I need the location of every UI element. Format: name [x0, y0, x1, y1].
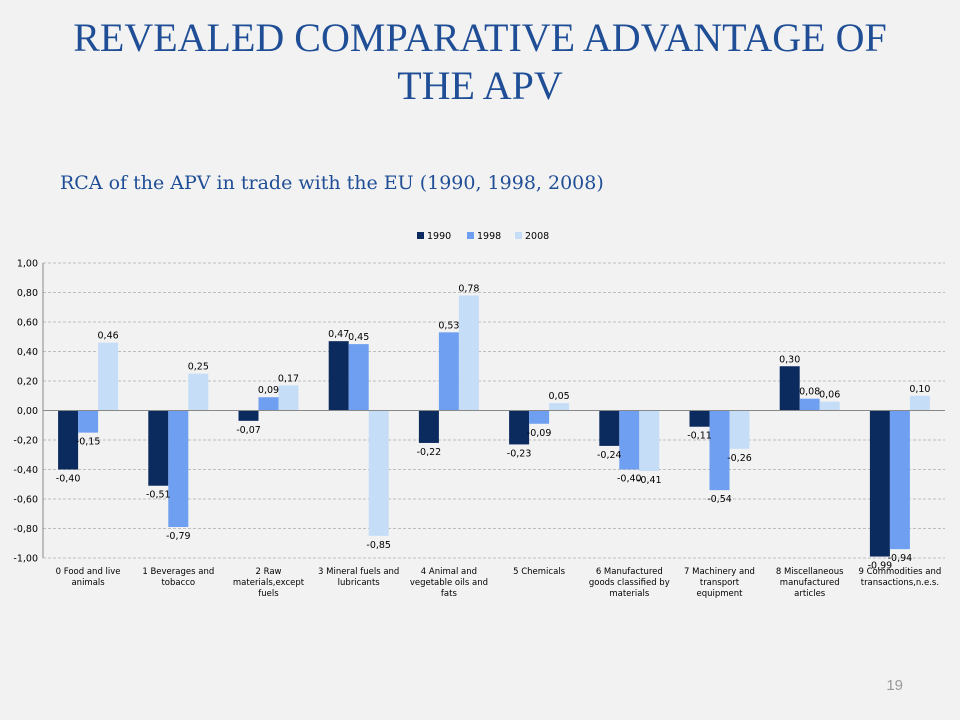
bar-1998: [168, 410, 189, 528]
data-label: -0,22: [417, 447, 442, 458]
data-label: -0,11: [687, 431, 712, 442]
bar-1998: [348, 344, 369, 411]
bar-2008: [458, 295, 479, 411]
data-label: 0,46: [98, 331, 119, 342]
y-tick-label: -0,80: [13, 524, 38, 535]
x-axis: 0 Food and live animals 1 Beverages and tob…: [43, 410, 945, 599]
y-tick-label: 0,20: [17, 377, 38, 388]
y-tick-label: 0,40: [17, 347, 38, 358]
x-tick-label: 1 Beverages and tobacco: [142, 567, 214, 588]
data-label: 0,47: [328, 329, 349, 340]
bar-2008: [98, 342, 119, 411]
chart-legend: 1990 1998 2008: [417, 231, 549, 242]
chart-subtitle: RCA of the APV in trade with the EU (199…: [60, 172, 604, 194]
y-axis: 1,00 0,80 0,60 0,40 0,20 0,00 -0,20 -0,40 -0,60 -…: [13, 259, 44, 565]
bar-2008: [368, 410, 389, 536]
chart-bars: [58, 295, 930, 557]
bar-1990: [599, 410, 620, 446]
bar-1990: [689, 410, 710, 427]
data-label: 0,06: [819, 390, 840, 401]
bar-1998: [529, 410, 550, 424]
legend-swatch-1990: [417, 232, 424, 239]
data-label: 0,53: [438, 320, 459, 331]
data-label: -0,99: [868, 561, 893, 572]
bar-2008: [819, 401, 840, 411]
page-number: 19: [886, 677, 903, 694]
y-tick-label: 0,60: [17, 318, 38, 329]
data-label: 0,05: [549, 391, 570, 402]
bar-1990: [869, 410, 890, 557]
bar-1990: [328, 341, 349, 411]
bar-1998: [709, 410, 730, 491]
bar-1998: [889, 410, 910, 550]
x-tick-label: 5 Chemicals: [513, 567, 566, 577]
y-tick-label: -0,20: [13, 436, 38, 447]
legend-label-1998: 1998: [477, 231, 501, 242]
data-label: -0,15: [76, 437, 101, 448]
x-tick-label: 8 Miscellaneous manufactured articles: [776, 567, 844, 599]
bar-1998: [78, 410, 99, 433]
data-label: -0,40: [617, 474, 642, 485]
y-tick-label: -0,60: [13, 495, 38, 506]
data-label: 0,10: [909, 384, 930, 395]
x-tick-label: 3 Mineral fuels and lubricants: [318, 567, 399, 588]
data-label: -0,23: [507, 448, 532, 459]
data-label: -0,41: [637, 475, 662, 486]
legend-label-2008: 2008: [525, 231, 549, 242]
slide-title-line-2: THE APV: [397, 63, 563, 108]
data-label: 0,25: [188, 362, 209, 373]
data-label: 0,09: [258, 385, 279, 396]
bar-2008: [729, 410, 750, 449]
bar-2008: [278, 385, 299, 411]
bar-2008: [639, 410, 660, 471]
slide-title-line-1: REVEALED COMPARATIVE ADVANTAGE OF: [73, 15, 887, 60]
data-label: -0,24: [597, 450, 622, 461]
bar-1990: [58, 410, 79, 470]
x-tick-label: 6 Manufactured goods classified by materia…: [589, 567, 670, 599]
data-label: -0,54: [707, 494, 732, 505]
x-tick-label: 2 Raw materials,except fuels: [233, 567, 305, 599]
y-tick-label: -1,00: [13, 554, 38, 565]
bar-2008: [909, 395, 930, 411]
data-label: -0,85: [366, 540, 391, 551]
x-tick-label: 9 Commodities and transactions,n.e.s.: [858, 567, 941, 588]
x-tick-label: 4 Animal and vegetable oils and fats: [410, 567, 488, 599]
rca-bar-chart: 1990 1998 2008 1,00 0,80 0,60 0,40 0,20 0,00 -0,…: [13, 231, 945, 599]
bar-1998: [438, 332, 459, 411]
bar-1998: [799, 398, 820, 411]
slide-title: REVEALED COMPARATIVE ADVANTAGE OF THE AP…: [40, 14, 920, 110]
y-tick-label: 0,80: [17, 288, 38, 299]
y-tick-label: 1,00: [17, 259, 38, 270]
bar-2008: [549, 403, 570, 411]
legend-swatch-2008: [515, 232, 522, 239]
y-tick-label: 0,00: [17, 406, 38, 417]
bar-1990: [418, 410, 439, 443]
bar-1990: [779, 366, 800, 411]
data-label: -0,26: [727, 453, 752, 464]
x-tick-label: 0 Food and live animals: [56, 567, 121, 588]
legend-swatch-1998: [467, 232, 474, 239]
bar-2008: [188, 373, 209, 411]
data-label: -0,07: [236, 425, 261, 436]
x-tick-label: 7 Machinery and transport equipment: [684, 567, 755, 599]
bar-1998: [619, 410, 640, 470]
data-label: -0,09: [527, 428, 552, 439]
data-label: 0,30: [779, 354, 800, 365]
data-label: 0,08: [799, 387, 820, 398]
data-label: 0,17: [278, 373, 299, 384]
data-label: 0,45: [348, 332, 369, 343]
bar-1990: [509, 410, 530, 445]
legend-label-1990: 1990: [427, 231, 451, 242]
data-label: -0,79: [166, 531, 191, 542]
data-label: -0,94: [888, 553, 913, 564]
data-label: -0,51: [146, 490, 171, 501]
data-label: -0,40: [56, 474, 81, 485]
y-tick-label: -0,40: [13, 465, 38, 476]
data-labels: -0,40 -0,51 -0,07 0,47 -0,22 -0,23 -0,24 -0,11 0…: [56, 283, 931, 571]
bar-1990: [238, 410, 259, 421]
bar-1990: [148, 410, 169, 486]
data-label: 0,78: [458, 283, 479, 294]
bar-1998: [258, 397, 279, 411]
